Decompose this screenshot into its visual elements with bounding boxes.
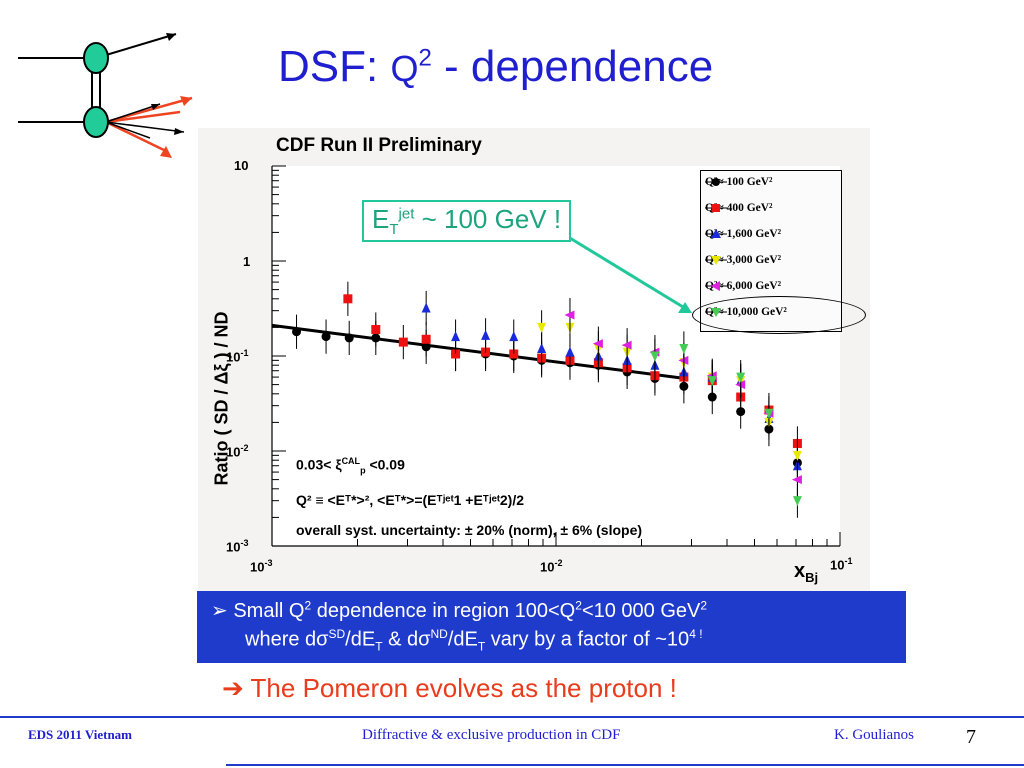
y-tick-label: 10-1 xyxy=(226,348,249,365)
title-rest: - dependence xyxy=(431,42,714,91)
title-q: Q xyxy=(390,48,419,89)
highlight-ellipse xyxy=(692,296,866,334)
data-point xyxy=(451,349,461,359)
diffraction-diagram-icon xyxy=(18,33,193,158)
footer-conference: EDS 2011 Vietnam xyxy=(28,727,133,742)
y-tick-label: 10-3 xyxy=(226,538,249,555)
legend-entry: Q²≈ 400 GeV² xyxy=(705,202,773,214)
data-point xyxy=(537,342,547,353)
data-point xyxy=(707,376,717,387)
summary-bullet: ➢ Small Q2 dependence in region 100<Q2<1… xyxy=(197,591,906,663)
data-point xyxy=(565,346,575,357)
data-point xyxy=(650,351,660,362)
x-tick-label: 10-1 xyxy=(830,556,853,573)
fit-line xyxy=(271,323,686,380)
conclusion-text: ➔ The Pomeron evolves as the proton ! xyxy=(222,673,677,703)
data-point xyxy=(344,333,354,343)
legend-entry: Q²≈ 6,000 GeV² xyxy=(705,280,782,292)
data-point xyxy=(537,322,547,333)
legend-marker-triangle-down-icon xyxy=(705,256,727,265)
x-tick-label: 10-3 xyxy=(250,558,273,575)
footer-bottom-divider xyxy=(226,764,1024,766)
data-point xyxy=(451,331,461,342)
data-point xyxy=(564,310,575,320)
y-tick-label: 10 xyxy=(234,158,249,173)
legend-entry: Q²≈ 3,000 GeV² xyxy=(705,254,782,266)
data-point xyxy=(321,332,331,342)
x-tick-label: 10-2 xyxy=(540,558,563,575)
slide-title: DSF: Q2 - dependence xyxy=(278,42,713,92)
bullet-arrow-icon: ➢ xyxy=(211,600,228,622)
data-point xyxy=(792,496,802,507)
y-tick-label: 1 xyxy=(243,254,251,269)
data-point xyxy=(679,343,689,354)
x-axis-label: xBj xyxy=(794,560,819,585)
data-point xyxy=(421,302,431,313)
data-point xyxy=(509,331,519,342)
data-point xyxy=(481,329,491,340)
data-point xyxy=(292,327,302,337)
systematic-uncertainty-annotation: overall syst. uncertainty: ± 20% (norm),… xyxy=(296,522,643,539)
data-point xyxy=(592,339,603,349)
footer-author: K. Goulianos xyxy=(834,727,914,743)
q2-definition-annotation: Q² ≡ <Eᵀ*>², <Eᵀ*>=(Eᵀʲᵉᵗ1 +Eᵀʲᵉᵗ2)/2 xyxy=(296,492,524,509)
page-number: 7 xyxy=(966,726,976,748)
footer-divider xyxy=(0,716,1024,718)
data-point xyxy=(678,355,689,365)
data-point xyxy=(509,349,519,359)
data-point xyxy=(792,450,802,461)
legend-marker-square-icon xyxy=(705,204,727,212)
xi-cut-annotation: 0.03< ξCALp <0.09 xyxy=(296,456,405,476)
data-point xyxy=(764,408,774,419)
legend-marker-circle-icon xyxy=(705,178,727,186)
data-point xyxy=(621,340,632,350)
legend-marker-triangle-left-icon xyxy=(705,281,727,291)
footer-talk-title: Diffractive & exclusive production in CD… xyxy=(362,727,621,743)
bullet-line-1: ➢ Small Q2 dependence in region 100<Q2<1… xyxy=(211,598,708,622)
data-point xyxy=(371,325,381,335)
right-arrow-icon: ➔ xyxy=(222,673,244,703)
legend-entry: Q²≈ 1,600 GeV² xyxy=(705,228,782,240)
chart-annotations: 0.03< ξCALp <0.09 Q² ≡ <Eᵀ*>², <Eᵀ*>=(Eᵀ… xyxy=(296,446,642,545)
data-point xyxy=(791,475,802,485)
et-jet-callout: ETjet ~ 100 GeV ! xyxy=(362,200,572,243)
bullet-line-2: where dσSD/dET & dσND/dET vary by a fact… xyxy=(245,627,703,654)
legend-entry: Q²≈ 100 GeV² xyxy=(705,176,773,188)
data-point xyxy=(736,372,746,383)
y-tick-label: 10-2 xyxy=(226,443,249,460)
title-q-exponent: 2 xyxy=(418,44,432,72)
chart-title: CDF Run II Preliminary xyxy=(276,135,482,156)
data-point xyxy=(421,334,431,344)
data-point xyxy=(398,337,408,347)
title-main: DSF: xyxy=(278,42,391,91)
data-point xyxy=(343,294,353,304)
legend-marker-triangle-up-icon xyxy=(705,229,727,238)
